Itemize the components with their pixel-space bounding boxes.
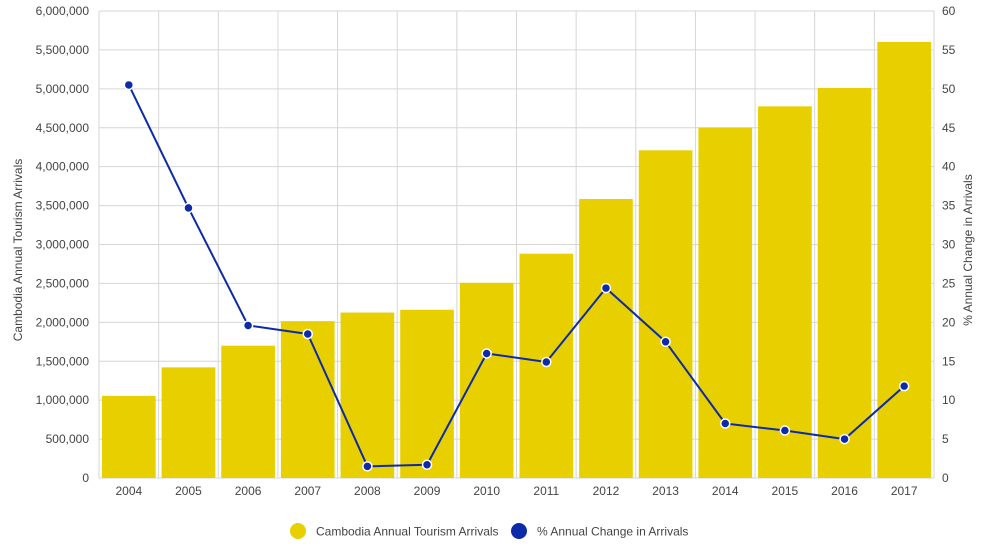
point-2015[interactable] [779,425,791,436]
y-right-tick-label: 10 [942,393,956,407]
legend-swatch-arrivals[interactable] [290,523,306,539]
y-axis-right-title: % Annual Change in Arrivals [961,174,975,325]
gridlines [98,10,935,479]
y-axis-left-title: Cambodia Annual Tourism Arrivals [11,159,25,342]
y-left-tick-label: 3,000,000 [36,238,90,252]
y-left-tick-label: 3,500,000 [36,199,90,213]
legend-label-change[interactable]: % Annual Change in Arrivals [537,525,688,539]
y-left-tick-label: 5,000,000 [36,82,90,96]
point-2008[interactable] [362,461,373,472]
y-right-tick-label: 25 [942,276,956,290]
x-tick-label: 2008 [354,484,381,498]
bar-2015[interactable] [758,106,812,478]
bar-2009[interactable] [400,309,454,478]
y-left-tick-label: 500,000 [46,432,90,446]
x-tick-label: 2012 [593,484,620,498]
point-2011[interactable] [541,356,552,368]
x-tick-label: 2006 [235,484,262,498]
bar-2012[interactable] [579,199,633,479]
x-tick-label: 2009 [414,484,441,498]
y-right-tick-label: 15 [942,354,956,368]
y-right-tick-label: 35 [942,199,956,213]
y-right-tick-label: 45 [942,121,956,135]
bar-2007[interactable] [280,321,335,478]
axes: 0 0 500,000 5 1,000,000 10 1,500,000 15 2,000,00… [36,4,956,498]
x-tick-label: 2015 [772,484,799,498]
bar-2008[interactable] [340,312,395,478]
y-right-tick-label: 20 [942,315,956,329]
legend-swatch-change[interactable] [511,523,527,539]
point-2016[interactable] [839,433,850,445]
x-tick-label: 2007 [294,484,321,498]
y-left-tick-label: 4,000,000 [36,160,90,174]
point-2007[interactable] [302,328,313,340]
point-2004[interactable] [123,79,135,91]
y-left-tick-label: 1,000,000 [36,393,90,407]
point-2014[interactable] [720,418,731,429]
legend: Cambodia Annual Tourism Arrivals % Annua… [290,523,688,539]
point-2013[interactable] [660,336,671,348]
x-tick-label: 2005 [175,484,202,498]
y-left-tick-label: 2,500,000 [36,276,90,290]
bar-2016[interactable] [817,87,872,478]
x-tick-label: 2004 [115,484,142,498]
x-tick-label: 2014 [712,484,739,498]
y-left-tick-label: 2,000,000 [36,315,90,329]
point-2017[interactable] [898,380,910,392]
x-tick-label: 2011 [533,484,559,498]
point-2009[interactable] [421,459,433,471]
y-right-tick-label: 0 [942,471,949,485]
y-right-tick-label: 50 [942,82,956,96]
y-right-tick-label: 60 [942,4,956,18]
y-left-tick-label: 1,500,000 [36,354,90,368]
y-left-tick-label: 5,500,000 [36,43,90,57]
line-series [123,79,910,472]
point-2005[interactable] [183,202,194,214]
x-tick-label: 2016 [831,484,858,498]
line-percent-change [127,84,905,468]
y-left-tick-label: 4,500,000 [36,121,90,135]
bar-2017[interactable] [877,41,932,478]
point-2012[interactable] [600,282,612,294]
bar-2010[interactable] [459,282,514,478]
point-2006[interactable] [242,320,254,331]
y-left-tick-label: 6,000,000 [36,4,90,18]
y-left-tick-label: 0 [82,471,89,485]
bar-2004[interactable] [101,395,156,478]
y-right-tick-label: 5 [942,432,949,446]
legend-label-arrivals[interactable]: Cambodia Annual Tourism Arrivals [316,525,499,539]
x-tick-label: 2017 [891,484,918,498]
y-right-tick-label: 55 [942,43,956,57]
bar-2013[interactable] [638,150,693,478]
bar-2006[interactable] [221,345,275,478]
x-tick-label: 2013 [652,484,679,498]
point-2010[interactable] [481,348,492,359]
bar-2005[interactable] [161,367,216,478]
y-right-tick-label: 40 [942,160,956,174]
x-tick-label: 2010 [473,484,500,498]
y-right-tick-label: 30 [942,238,956,252]
